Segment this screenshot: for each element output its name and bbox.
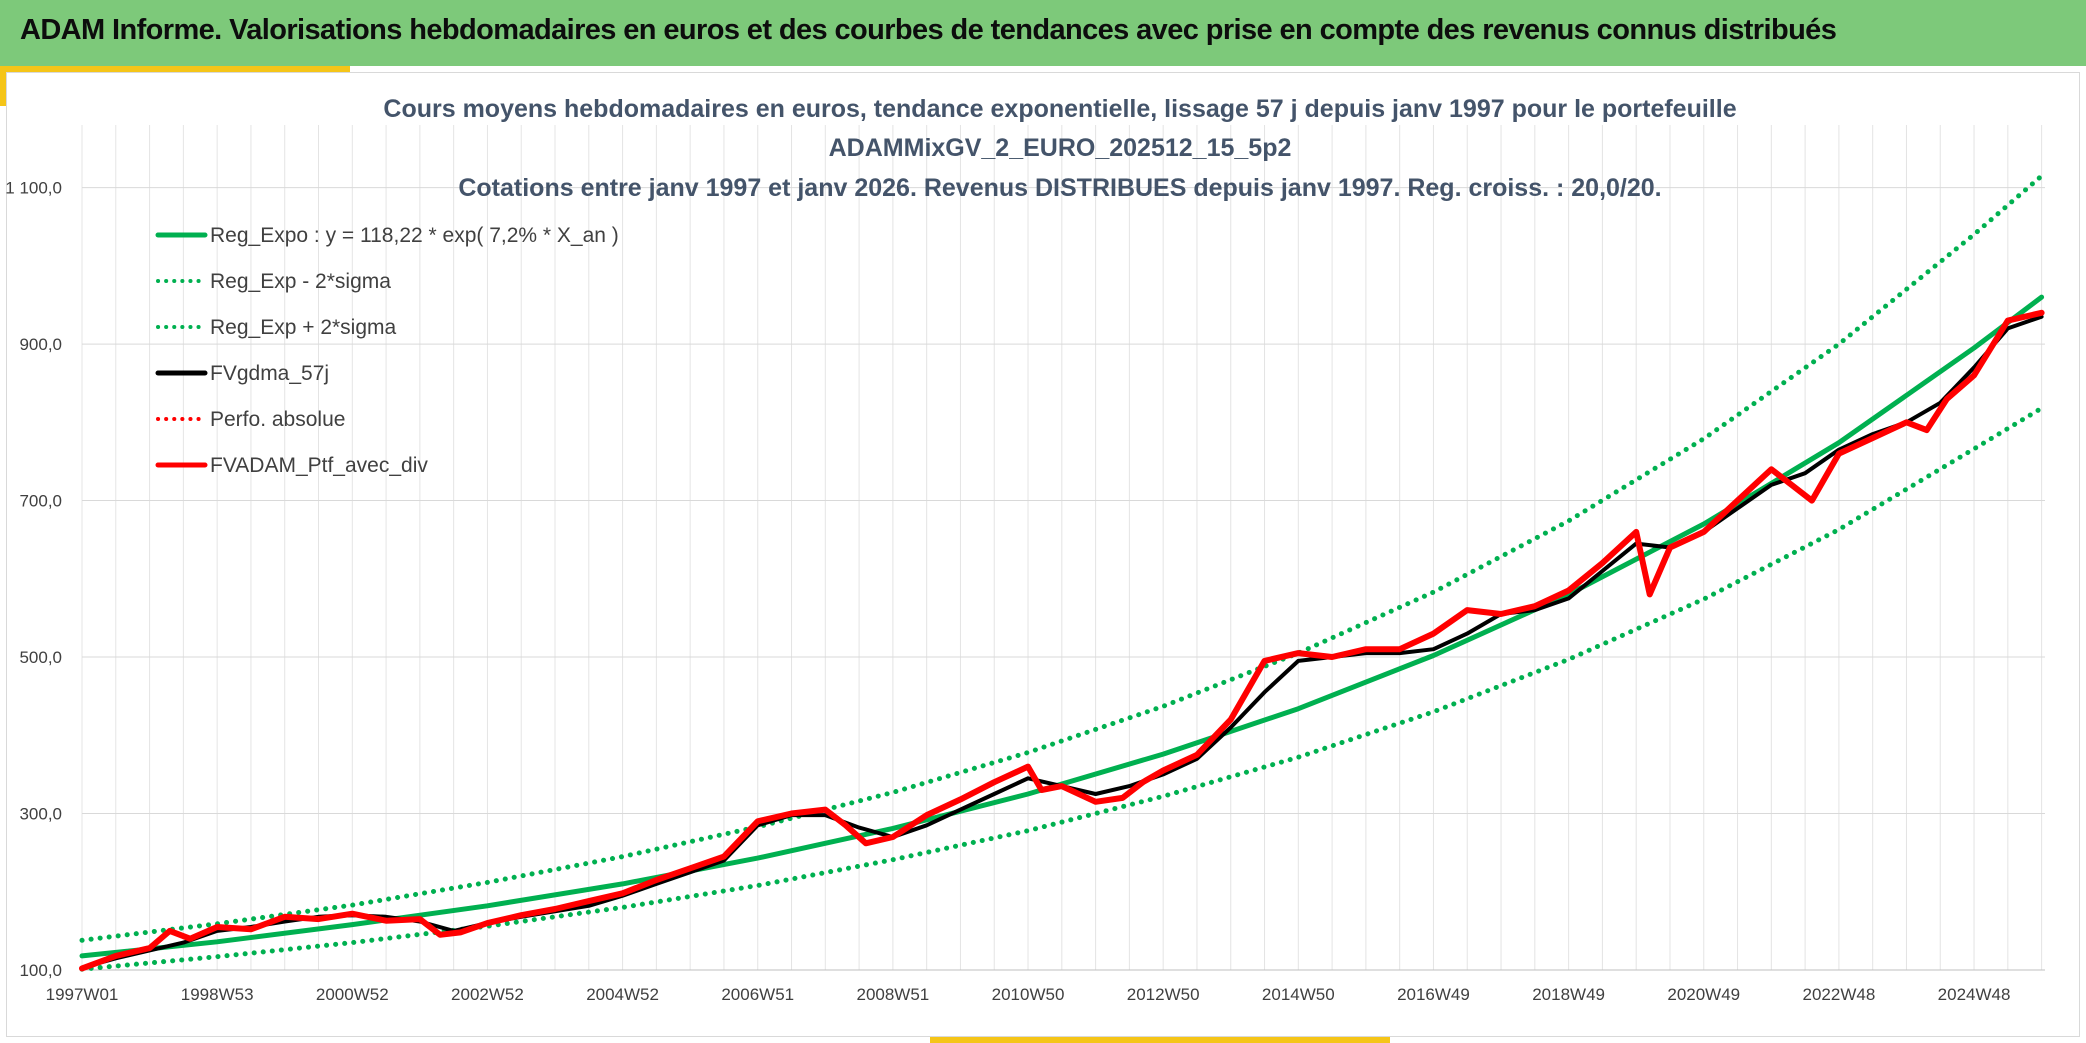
chart-title-line: Cotations entre janv 1997 et janv 2026. … (458, 174, 1661, 202)
y-tick-label: 700,0 (19, 492, 62, 511)
legend-label: Reg_Exp - 2*sigma (210, 270, 391, 293)
x-tick-label: 2004W52 (586, 985, 659, 1004)
accent-bar-side (0, 66, 7, 106)
y-tick-label: 900,0 (19, 335, 62, 354)
legend-label: Reg_Exp + 2*sigma (210, 316, 397, 339)
series-line-5 (79, 309, 2045, 972)
chart-grid (81, 125, 2045, 971)
y-tick-label: 100,0 (19, 961, 62, 980)
chart-series (79, 173, 2045, 972)
x-tick-label: 2016W49 (1397, 985, 1470, 1004)
page-title: ADAM Informe. Valorisations hebdomadaire… (20, 14, 1837, 46)
x-tick-label: 2002W52 (451, 985, 524, 1004)
series-line-2 (79, 173, 2045, 943)
x-tick-label: 2008W51 (856, 985, 929, 1004)
series-line-1 (79, 405, 2045, 972)
chart-title-line: Cours moyens hebdomadaires en euros, ten… (383, 95, 1736, 123)
chart-frame (6, 72, 2080, 1037)
x-tick-label: 2024W48 (1938, 985, 2011, 1004)
x-tick-label: 1998W53 (181, 985, 254, 1004)
y-tick-label: 300,0 (19, 805, 62, 824)
header-banner: ADAM Informe. Valorisations hebdomadaire… (0, 0, 2086, 66)
y-tick-label: 500,0 (19, 648, 62, 667)
x-tick-label: 2006W51 (721, 985, 794, 1004)
x-tick-label: 2020W49 (1667, 985, 1740, 1004)
x-tick-label: 2000W52 (316, 985, 389, 1004)
x-tick-label: 2014W50 (1262, 985, 1335, 1004)
y-tick-label: 1 100,0 (5, 179, 62, 198)
x-tick-label: 1997W01 (46, 985, 119, 1004)
x-tick-label: 2018W49 (1532, 985, 1605, 1004)
chart-axes: 100,0 300,0 500,0 700,0 900,0 1 100,0 1997W01 1… (5, 179, 2045, 1004)
accent-bar-bottom (930, 1037, 1390, 1043)
x-tick-label: 2012W50 (1127, 985, 1200, 1004)
legend-label: Perfo. absolue (210, 408, 345, 431)
x-tick-label: 2022W48 (1803, 985, 1876, 1004)
accent-bar-left (0, 66, 350, 72)
legend-label: FVgdma_57j (210, 362, 329, 385)
legend-label: Reg_Expo : y = 118,22 * exp( 7,2% * X_an… (210, 224, 619, 247)
chart-legend: Reg_Expo : y = 118,22 * exp( 7,2% * X_an… (155, 224, 619, 477)
chart-title: Cours moyens hebdomadaires en euros, ten… (383, 95, 1736, 202)
chart-title-line: ADAMMixGV_2_EURO_202512_15_5p2 (829, 134, 1292, 162)
x-tick-label: 2010W50 (992, 985, 1065, 1004)
legend-label: FVADAM_Ptf_avec_div (210, 454, 428, 477)
